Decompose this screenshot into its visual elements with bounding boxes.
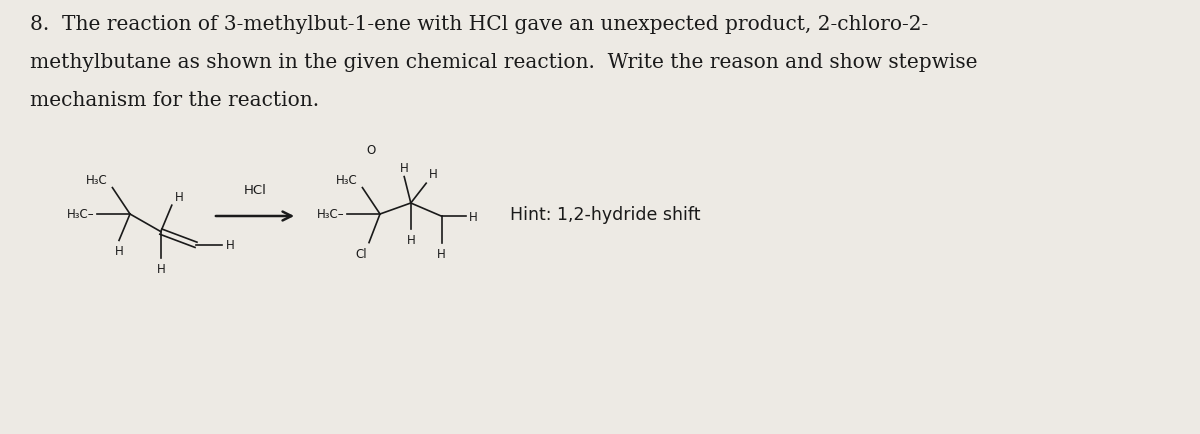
Text: H: H <box>156 263 166 275</box>
Text: Hint: 1,2-hydride shift: Hint: 1,2-hydride shift <box>510 206 701 224</box>
Text: methylbutane as shown in the given chemical reaction.  Write the reason and show: methylbutane as shown in the given chemi… <box>30 53 978 72</box>
Text: H: H <box>430 168 438 181</box>
Text: H: H <box>175 191 184 204</box>
Text: H: H <box>469 210 478 223</box>
Text: H₃C: H₃C <box>336 173 358 186</box>
Text: H₃C–: H₃C– <box>66 208 94 221</box>
Text: O: O <box>366 143 376 156</box>
Text: H: H <box>226 239 234 252</box>
Text: H: H <box>437 247 446 260</box>
Text: H: H <box>407 234 415 247</box>
Text: H: H <box>400 161 408 174</box>
Text: 8.  The reaction of 3-methylbut-1-ene with HCl gave an unexpected product, 2-chl: 8. The reaction of 3-methylbut-1-ene wit… <box>30 15 929 34</box>
Text: mechanism for the reaction.: mechanism for the reaction. <box>30 91 319 110</box>
Text: H: H <box>115 245 124 258</box>
Text: HCl: HCl <box>244 184 266 197</box>
Text: H₃C: H₃C <box>85 173 108 186</box>
Text: H₃C–: H₃C– <box>317 208 344 221</box>
Text: Cl: Cl <box>355 247 367 260</box>
